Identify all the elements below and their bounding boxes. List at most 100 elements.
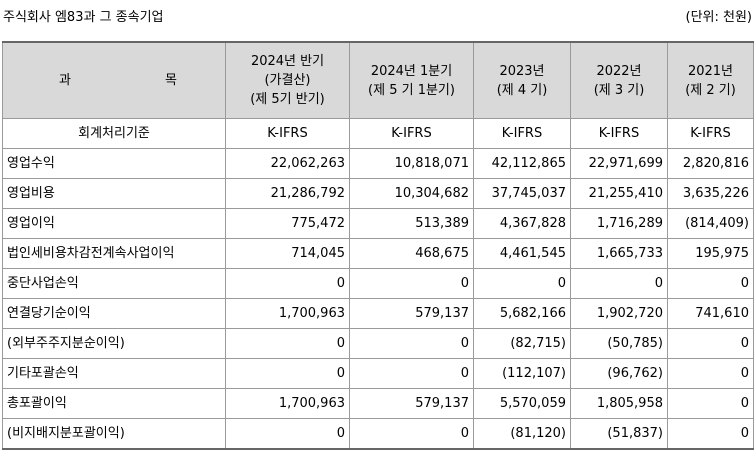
cell-value: 0: [225, 418, 350, 450]
table-row: 법인세비용차감전계속사업이익 714,045 468,675 4,461,545…: [2, 238, 754, 269]
period-line: 2024년 1분기: [370, 63, 453, 79]
period-line: (제 5 기 1분기): [368, 82, 455, 98]
header-row: 과 목 2024년 반기 (가결산) (제 5기 반기) 2024년 1분기 (…: [2, 41, 754, 119]
cell-value: 4,461,545: [473, 238, 571, 269]
cell-value: K-IFRS: [570, 118, 668, 149]
cell-value: K-IFRS: [473, 118, 571, 149]
cell-value: 5,570,059: [473, 388, 571, 419]
cell-value: 37,745,037: [473, 178, 571, 209]
cell-value: 0: [570, 268, 668, 299]
financial-summary-table: 과 목 2024년 반기 (가결산) (제 5기 반기) 2024년 1분기 (…: [2, 41, 754, 450]
cell-value: 1,902,720: [570, 298, 668, 329]
table-caption: 주식회사 엠83과 그 종속기업: [3, 10, 164, 25]
cell-value: 0: [349, 268, 474, 299]
cell-value: 0: [225, 328, 350, 359]
cell-value: 0: [667, 418, 754, 450]
cell-value: 513,389: [349, 208, 474, 239]
period-line: 2021년: [687, 63, 734, 79]
table-row: 기타포괄손익 0 0 (112,107) (96,762) 0: [2, 358, 754, 389]
table-row: 영업비용 21,286,792 10,304,682 37,745,037 21…: [2, 178, 754, 209]
row-label: 총포괄이익: [2, 388, 226, 419]
cell-value: K-IFRS: [225, 118, 350, 149]
row-label: 영업이익: [2, 208, 226, 239]
cell-value: 579,137: [349, 298, 474, 329]
cell-value: (50,785): [570, 328, 668, 359]
row-label: 영업비용: [2, 178, 226, 209]
cell-value: 10,818,071: [349, 148, 474, 179]
cell-value: (51,837): [570, 418, 668, 450]
subject-header: 과 목: [2, 41, 226, 119]
subject-header-a: 과: [59, 73, 71, 88]
period-header: 2024년 1분기 (제 5 기 1분기): [349, 41, 474, 119]
cell-value: 0: [349, 358, 474, 389]
cell-value: 1,700,963: [225, 388, 350, 419]
row-label: (비지배지분포괄이익): [2, 418, 226, 450]
period-line: (제 4 기): [496, 82, 548, 98]
cell-value: 468,675: [349, 238, 474, 269]
cell-value: 2,820,816: [667, 148, 754, 179]
cell-value: 775,472: [225, 208, 350, 239]
cell-value: (82,715): [473, 328, 571, 359]
cell-value: 22,062,263: [225, 148, 350, 179]
period-line: (제 2 기): [685, 82, 736, 98]
cell-value: 0: [349, 328, 474, 359]
table-row: (외부주주지분순이익) 0 0 (82,715) (50,785) 0: [2, 328, 754, 359]
row-label: 기타포괄손익: [2, 358, 226, 389]
period-line: 2024년 반기: [250, 54, 325, 69]
cell-value: 42,112,865: [473, 148, 571, 179]
cell-value: 0: [225, 268, 350, 299]
period-header: 2021년 (제 2 기): [667, 41, 754, 119]
cell-value: 21,286,792: [225, 178, 350, 209]
period-line: (제 3 기): [593, 82, 645, 98]
row-label: 영업수익: [2, 148, 226, 179]
cell-value: 0: [473, 268, 571, 299]
row-label: 회계처리기준: [2, 118, 226, 149]
table-row: 총포괄이익 1,700,963 579,137 5,570,059 1,805,…: [2, 388, 754, 419]
subject-header-b: 목: [165, 73, 177, 88]
cell-value: (814,409): [667, 208, 754, 239]
row-label: (외부주주지분순이익): [2, 328, 226, 359]
cell-value: 3,635,226: [667, 178, 754, 209]
accounting-standard-row: 회계처리기준 K-IFRS K-IFRS K-IFRS K-IFRS K-IFR…: [2, 118, 754, 149]
table-row: 중단사업손익 0 0 0 0 0: [2, 268, 754, 299]
cell-value: 0: [667, 328, 754, 359]
cell-value: K-IFRS: [667, 118, 754, 149]
cell-value: 0: [667, 268, 754, 299]
cell-value: 4,367,828: [473, 208, 571, 239]
period-header: 2023년 (제 4 기): [473, 41, 571, 119]
cell-value: 5,682,166: [473, 298, 571, 329]
period-line: (가결산): [264, 73, 311, 88]
cell-value: K-IFRS: [349, 118, 474, 149]
row-label: 중단사업손익: [2, 268, 226, 299]
table-row: 영업이익 775,472 513,389 4,367,828 1,716,289…: [2, 208, 754, 239]
cell-value: 1,700,963: [225, 298, 350, 329]
cell-value: 579,137: [349, 388, 474, 419]
cell-value: 1,716,289: [570, 208, 668, 239]
table-row: 연결당기순이익 1,700,963 579,137 5,682,166 1,90…: [2, 298, 754, 329]
cell-value: 714,045: [225, 238, 350, 269]
unit-label: (단위: 천원): [685, 10, 753, 25]
cell-value: 0: [349, 418, 474, 450]
cell-value: (112,107): [473, 358, 571, 389]
cell-value: 0: [667, 358, 754, 389]
cell-value: 195,975: [667, 238, 754, 269]
period-header: 2024년 반기 (가결산) (제 5기 반기): [225, 41, 350, 119]
cell-value: 1,665,733: [570, 238, 668, 269]
row-label: 법인세비용차감전계속사업이익: [2, 238, 226, 269]
cell-value: 0: [225, 358, 350, 389]
period-line: 2023년: [499, 63, 545, 79]
period-header: 2022년 (제 3 기): [570, 41, 668, 119]
cell-value: (96,762): [570, 358, 668, 389]
row-label: 연결당기순이익: [2, 298, 226, 329]
cell-value: (81,120): [473, 418, 571, 450]
period-line: (제 5기 반기): [250, 92, 325, 107]
cell-value: 741,610: [667, 298, 754, 329]
table-row: 영업수익 22,062,263 10,818,071 42,112,865 22…: [2, 148, 754, 179]
cell-value: 22,971,699: [570, 148, 668, 179]
cell-value: 1,805,958: [570, 388, 668, 419]
table-row: (비지배지분포괄이익) 0 0 (81,120) (51,837) 0: [2, 418, 754, 450]
cell-value: 0: [667, 388, 754, 419]
period-line: 2022년: [596, 63, 642, 79]
cell-value: 10,304,682: [349, 178, 474, 209]
cell-value: 21,255,410: [570, 178, 668, 209]
